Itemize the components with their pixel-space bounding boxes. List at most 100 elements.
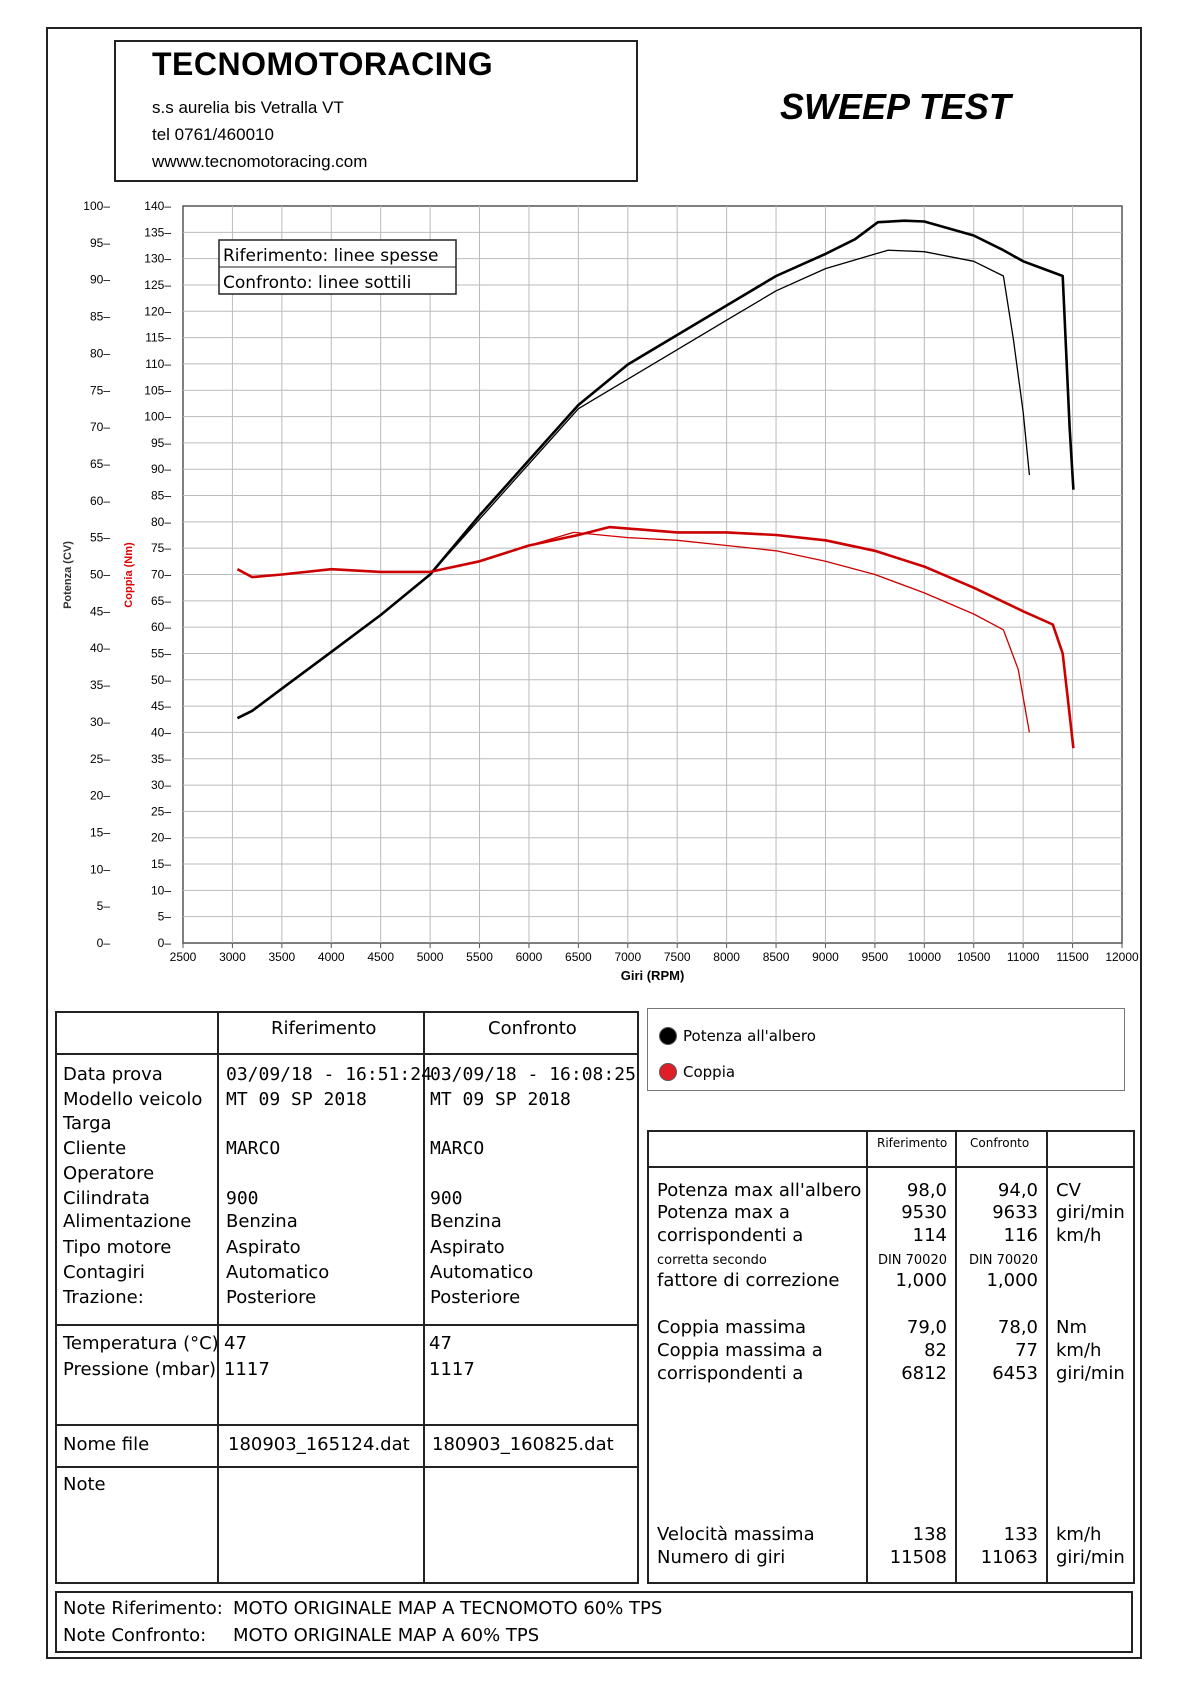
perf-conf-value: 11063 (980, 1547, 1038, 1568)
y-torque-tick-label: 20– (151, 831, 171, 845)
perf-ref-value: 11508 (889, 1547, 947, 1568)
y-power-tick-label: 0– (97, 936, 111, 950)
row-conf-value: MARCO (430, 1138, 485, 1159)
y-power-tick-label: 5– (97, 899, 111, 913)
row-conf-value: 1117 (429, 1359, 475, 1380)
row-label: Contagiri (63, 1262, 145, 1283)
row-ref-value: 03/09/18 - 16:51:24 (226, 1064, 432, 1085)
y-power-tick-label: 85– (90, 310, 110, 324)
row-conf-value: 03/09/18 - 16:08:25 (430, 1064, 636, 1085)
perf-ref-value: 9530 (901, 1202, 947, 1223)
series-line-3 (429, 531, 1031, 733)
left-col-conf-header: Confronto (488, 1018, 577, 1039)
y-power-tick-label: 75– (90, 383, 110, 397)
perf-unit: km/h (1056, 1340, 1102, 1361)
row-conf-value: 900 (430, 1188, 463, 1209)
row-label: Targa (63, 1113, 112, 1134)
y-torque-tick-label: 15– (151, 857, 171, 871)
row-ref-value: Posteriore (226, 1287, 317, 1308)
y-torque-tick-label: 65– (151, 594, 171, 608)
row-label: Cilindrata (63, 1188, 150, 1209)
row-ref-value: Aspirato (226, 1237, 301, 1258)
y-power-tick-label: 25– (90, 752, 110, 766)
y-power-tick-label: 50– (90, 568, 110, 582)
vehicle-info-table (55, 1011, 639, 1584)
note-ref-label: Note Riferimento: (63, 1598, 223, 1619)
perf-conf-value: 9633 (992, 1202, 1038, 1223)
row-label: Temperatura (°C) (63, 1333, 219, 1354)
y-torque-tick-label: 45– (151, 699, 171, 713)
y-torque-tick-label: 100– (144, 410, 171, 424)
row-ref-value: Automatico (226, 1262, 330, 1283)
y-torque-tick-label: 105– (144, 383, 171, 397)
perf-label: corrispondenti a (657, 1363, 804, 1384)
y-power-tick-label: 55– (90, 531, 110, 545)
legend-power-dot (659, 1027, 677, 1045)
row-ref-value: MARCO (226, 1138, 281, 1159)
x-tick-label: 11500 (1056, 950, 1089, 964)
right-col-ref-header: Riferimento (877, 1136, 948, 1150)
perf-ref-value: DIN 70020 (877, 1253, 947, 1268)
y-torque-tick-label: 55– (151, 646, 171, 660)
x-axis-title: Giri (RPM) (621, 968, 685, 983)
perf-label: Numero di giri (657, 1547, 786, 1568)
perf-unit: CV (1056, 1180, 1081, 1201)
perf-conf-value: DIN 70020 (968, 1253, 1038, 1268)
company-name: TECNOMOTORACING (152, 46, 494, 82)
file-ref: 180903_165124.dat (228, 1434, 410, 1455)
note-conf-label: Note Confronto: (63, 1625, 207, 1646)
row-conf-value: Posteriore (430, 1287, 521, 1308)
y-torque-tick-label: 85– (151, 489, 171, 503)
row-label: Modello veicolo (63, 1089, 203, 1110)
x-tick-label: 12000 (1105, 950, 1139, 964)
y-torque-tick-label: 110– (145, 357, 171, 371)
row-ref-value: 900 (226, 1188, 259, 1209)
performance-table (647, 1130, 1135, 1584)
line-style-legend-ref: Riferimento: linee spesse (223, 246, 439, 266)
y-torque-tick-label: 60– (151, 620, 171, 634)
y-power-tick-label: 40– (90, 641, 110, 655)
y-power-tick-label: 70– (90, 420, 110, 434)
legend-torque-dot (659, 1063, 677, 1081)
perf-unit: giri/min (1056, 1363, 1125, 1384)
row-divider (57, 1053, 637, 1055)
perf-label: corretta secondo (657, 1253, 767, 1268)
x-tick-label: 6500 (565, 950, 592, 964)
col-divider (217, 1011, 219, 1584)
y-torque-tick-label: 25– (151, 804, 171, 818)
row-ref-value: MT 09 SP 2018 (226, 1089, 367, 1110)
x-tick-label: 6000 (516, 950, 543, 964)
header-box (114, 40, 638, 182)
perf-conf-value: 78,0 (997, 1317, 1038, 1338)
right-col-conf-header: Confronto (970, 1136, 1030, 1150)
perf-conf-value: 1,000 (986, 1270, 1038, 1291)
company-website: wwww.tecnomotoracing.com (152, 152, 368, 171)
legend-power-label: Potenza all'albero (683, 1027, 816, 1045)
row-conf-value: 47 (429, 1333, 452, 1354)
y-power-tick-label: 35– (90, 678, 110, 692)
col-divider (1046, 1130, 1048, 1584)
y-torque-axis-title: Coppia (Nm) (123, 542, 135, 608)
y-torque-tick-label: 115– (145, 331, 171, 345)
perf-conf-value: 133 (1003, 1524, 1038, 1545)
company-address: s.s aurelia bis Vetralla VT (152, 98, 344, 117)
perf-unit: Nm (1056, 1317, 1087, 1338)
perf-ref-value: 138 (912, 1524, 947, 1545)
y-torque-tick-label: 95– (151, 436, 171, 450)
row-divider (649, 1166, 1133, 1168)
perf-unit: giri/min (1056, 1547, 1125, 1568)
perf-unit: giri/min (1056, 1202, 1125, 1223)
dyno-chart: 2500 3000 3500 4000 4500 5000 5500 6000 6500 7000… (62, 199, 1139, 983)
y-torque-tick-label: 130– (144, 252, 171, 266)
row-ref-value: 1117 (224, 1359, 270, 1380)
y-torque-tick-label: 75– (151, 541, 171, 555)
x-tick-label: 3500 (268, 950, 295, 964)
report-title: SWEEP TEST (780, 86, 1011, 127)
perf-conf-value: 77 (1015, 1340, 1038, 1361)
row-conf-value: MT 09 SP 2018 (430, 1089, 571, 1110)
left-col-ref-header: Riferimento (271, 1018, 377, 1039)
x-tick-label: 10000 (908, 950, 942, 964)
perf-label: Coppia massima (657, 1317, 807, 1338)
y-torque-tick-label: 10– (151, 883, 171, 897)
page-border (46, 27, 1142, 1659)
